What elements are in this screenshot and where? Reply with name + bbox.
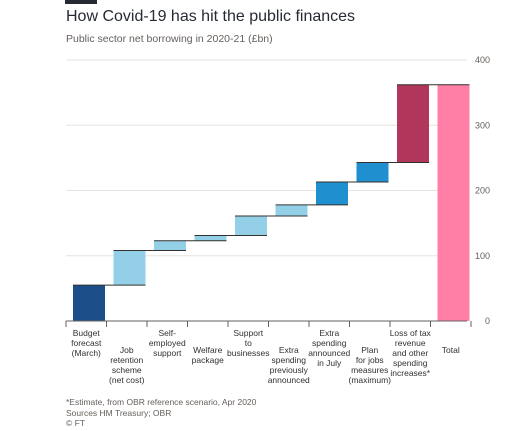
y-tick-label-100: 100 — [475, 251, 490, 261]
category-label-7: Extra — [319, 328, 339, 338]
y-axis-labels: 0 100 200 300 400 — [475, 55, 490, 326]
category-label-5: businesses — [227, 348, 270, 358]
category-label-3: Self- — [159, 328, 177, 338]
bar-5 — [235, 215, 267, 236]
category-label-9: increases* — [390, 368, 430, 378]
bars — [73, 84, 470, 321]
category-label-8: measures — [351, 365, 388, 375]
category-label-9: spending — [393, 358, 428, 368]
category-label-8: (maximum) — [349, 375, 392, 385]
sources-note: Sources HM Treasury; OBR — [66, 407, 172, 418]
bar-6 — [275, 204, 308, 216]
category-label-6: previously — [270, 365, 309, 375]
title-accent-bar — [65, 0, 97, 4]
y-tick-label-0: 0 — [485, 316, 490, 326]
category-label-6: announced — [268, 375, 310, 385]
category-label-6: spending — [271, 355, 306, 365]
bar-8 — [356, 162, 389, 183]
category-label-5: to — [245, 338, 252, 348]
category-label-1: Budget — [73, 328, 101, 338]
category-label-1: (March) — [72, 348, 101, 358]
bar-7 — [316, 182, 348, 205]
bar-3 — [154, 240, 186, 251]
bar-1 — [73, 285, 105, 321]
category-label-2: (net cost) — [109, 375, 145, 385]
estimate-note: *Estimate, from OBR reference scenario, … — [66, 397, 257, 407]
credit-note: © FT — [66, 418, 86, 428]
category-label-9: Loss of tax — [390, 328, 432, 338]
bar-4 — [194, 235, 227, 241]
category-label-5: Support — [233, 328, 263, 338]
category-label-3: support — [153, 348, 182, 358]
category-label-8: for jobs — [356, 355, 384, 365]
bar-9 — [397, 84, 429, 163]
category-label-7: spending — [312, 338, 347, 348]
category-label-3: employed — [149, 338, 186, 348]
step-connectors — [73, 84, 470, 286]
category-label-9: and other — [392, 348, 428, 358]
category-label-6: Extra — [279, 345, 299, 355]
category-label-8: Plan — [361, 345, 378, 355]
chart-title: How Covid-19 has hit the public finances — [66, 8, 356, 25]
x-axis — [65, 320, 472, 327]
category-label-10: Total — [442, 345, 460, 355]
y-tick-label-400: 400 — [475, 55, 490, 65]
category-label-2: Job — [120, 345, 134, 355]
category-label-9: revenue — [395, 338, 426, 348]
category-label-2: retention — [110, 355, 143, 365]
category-label-1: forecast — [71, 338, 102, 348]
category-label-7: in July — [317, 358, 342, 368]
y-tick-label-300: 300 — [475, 120, 490, 130]
chart-subtitle: Public sector net borrowing in 2020-21 (… — [66, 33, 273, 45]
category-label-7: announced — [308, 348, 350, 358]
category-label-2: scheme — [112, 365, 142, 375]
bar-10 — [437, 84, 470, 321]
bar-2 — [113, 250, 146, 286]
footnotes: *Estimate, from OBR reference scenario, … — [66, 397, 256, 429]
y-tick-label-200: 200 — [475, 186, 490, 196]
category-label-4: package — [192, 355, 224, 365]
category-label-4: Welfare — [193, 345, 222, 355]
